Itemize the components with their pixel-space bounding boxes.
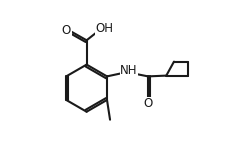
Text: O: O: [143, 97, 153, 110]
Text: O: O: [62, 24, 71, 37]
Text: OH: OH: [96, 22, 114, 35]
Text: NH: NH: [120, 64, 138, 77]
